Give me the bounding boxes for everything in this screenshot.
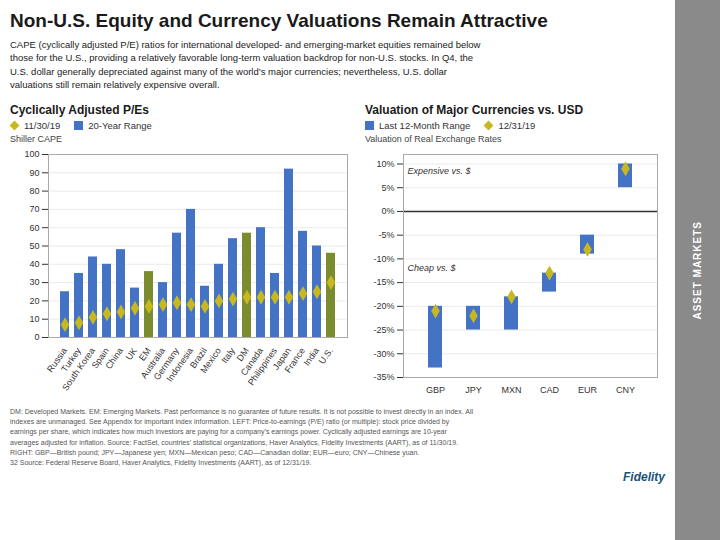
svg-text:GBP: GBP	[426, 385, 445, 395]
svg-text:100: 100	[24, 150, 39, 160]
html-text:CAPE (cyclically adjusted P/E): CAPE (cyclically adjusted P/E) ratios fo…	[10, 39, 481, 90]
svg-text:50: 50	[29, 241, 39, 251]
svg-text:U.S.: U.S.	[317, 346, 335, 366]
svg-text:DM: DM	[234, 346, 251, 364]
svg-text:-30%: -30%	[373, 349, 394, 359]
svg-text:-5%: -5%	[378, 230, 394, 240]
svg-text:30: 30	[29, 278, 39, 288]
svg-text:UK: UK	[124, 346, 139, 362]
svg-text:EUR: EUR	[578, 385, 598, 395]
svg-text:Germany: Germany	[151, 346, 181, 383]
svg-text:India: India	[301, 346, 321, 368]
html-text:Last 12-Month Range: Last 12-Month Range	[379, 120, 471, 132]
svg-text:Expensive vs. $: Expensive vs. $	[408, 166, 472, 176]
html-text:11/30/19: 11/30/19	[24, 120, 61, 132]
html-text:Non-U.S. Equity and Currency V: Non-U.S. Equity and Currency Valuations …	[10, 10, 548, 31]
svg-text:Italy: Italy	[219, 346, 237, 366]
html-text:Cyclically Adjusted P/Es: Cyclically Adjusted P/Es	[10, 103, 149, 118]
html-text:Valuation of Real Exchange Rat: Valuation of Real Exchange Rates	[365, 134, 502, 145]
svg-text:Brazil: Brazil	[187, 346, 209, 371]
svg-text:-20%: -20%	[373, 301, 394, 311]
html-text:12/31/19: 12/31/19	[498, 120, 536, 132]
svg-text:Cheap vs. $: Cheap vs. $	[408, 263, 457, 273]
svg-text:40: 40	[29, 259, 39, 269]
svg-text:10%: 10%	[376, 159, 394, 169]
svg-text:CNY: CNY	[616, 385, 635, 395]
svg-text:0: 0	[34, 333, 39, 343]
svg-text:Indonesia: Indonesia	[164, 346, 195, 384]
html-text:Fidelity: Fidelity	[623, 470, 665, 484]
svg-text:Japan: Japan	[270, 346, 293, 372]
svg-text:Russia: Russia	[45, 346, 69, 375]
svg-text:0%: 0%	[381, 207, 394, 217]
html-text:Shiller CAPE: Shiller CAPE	[10, 134, 62, 145]
svg-text:Philippines: Philippines	[245, 346, 279, 388]
svg-text:China: China	[103, 346, 125, 371]
html-text:ASSET MARKETS: ASSET MARKETS	[692, 220, 703, 320]
svg-text:-35%: -35%	[373, 373, 394, 383]
svg-text:80: 80	[29, 186, 39, 196]
svg-text:South Korea: South Korea	[60, 346, 97, 393]
svg-text:10: 10	[29, 314, 39, 324]
svg-text:-10%: -10%	[373, 254, 394, 264]
svg-text:5%: 5%	[381, 183, 394, 193]
svg-text:Canada: Canada	[238, 346, 265, 378]
svg-text:-15%: -15%	[373, 278, 394, 288]
html-text:DM: Developed Markets. EM: Eme: DM: Developed Markets. EM: Emerging Mark…	[10, 408, 473, 466]
svg-text:CAD: CAD	[540, 385, 560, 395]
svg-text:EM: EM	[137, 346, 153, 363]
svg-text:MXN: MXN	[502, 385, 522, 395]
svg-text:Australia: Australia	[138, 346, 167, 381]
svg-text:20: 20	[29, 296, 39, 306]
svg-text:France: France	[282, 346, 307, 375]
svg-text:60: 60	[29, 223, 39, 233]
html-text:20-Year Range: 20-Year Range	[88, 120, 152, 132]
svg-text:JPY: JPY	[465, 385, 482, 395]
svg-text:70: 70	[29, 204, 39, 214]
html-text:Valuation of Major Currencies: Valuation of Major Currencies vs. USD	[365, 103, 584, 118]
svg-text:-25%: -25%	[373, 325, 394, 335]
svg-text:Mexico: Mexico	[198, 346, 223, 376]
svg-text:90: 90	[29, 168, 39, 178]
svg-text:Turkey: Turkey	[59, 346, 83, 374]
svg-text:Spain: Spain	[89, 346, 111, 371]
